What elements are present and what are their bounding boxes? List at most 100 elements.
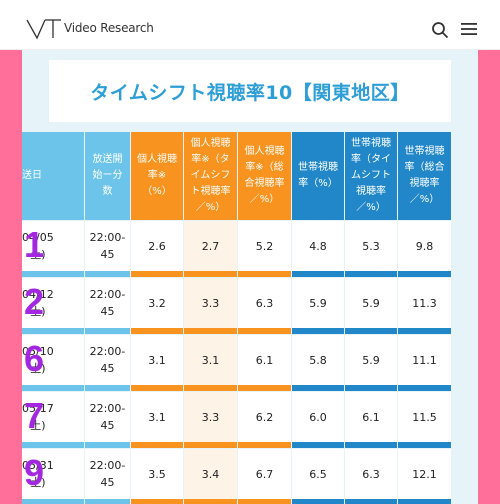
cell-value-v1: 3.5 bbox=[131, 449, 183, 499]
cell-value-v6: 9.8 bbox=[398, 221, 451, 271]
row-divider-bar bbox=[398, 328, 451, 334]
row-divider-bar bbox=[22, 499, 84, 504]
row-divider-bar bbox=[345, 499, 397, 504]
row-divider-bar bbox=[238, 328, 291, 334]
row-divider-bar bbox=[345, 328, 397, 334]
row-divider-bar bbox=[85, 499, 130, 504]
cell-value-v5: 5.9 bbox=[345, 335, 397, 385]
row-divider-bar bbox=[184, 271, 237, 277]
row-divider-bar bbox=[398, 385, 451, 391]
cell-value-v2: 3.1 bbox=[184, 335, 237, 385]
row-divider-bar bbox=[345, 385, 397, 391]
cell-value-v5: 5.3 bbox=[345, 221, 397, 271]
cell-value-v4: 5.8 bbox=[292, 335, 344, 385]
hamburger-menu-icon[interactable] bbox=[460, 21, 478, 37]
row-divider-bar bbox=[131, 499, 183, 504]
row-divider-bar bbox=[398, 271, 451, 277]
brand-name[interactable]: Video Research bbox=[64, 21, 154, 35]
row-divider-bar bbox=[22, 385, 84, 391]
row-divider-bar bbox=[292, 385, 344, 391]
cell-value-v1: 2.6 bbox=[131, 221, 183, 271]
pink-side-border-left bbox=[0, 50, 22, 504]
cell-value-v2: 3.3 bbox=[184, 392, 237, 442]
page-title: タイムシフト視聴率10【関東地区】 bbox=[90, 82, 410, 104]
header-personal-rating: 個人視聴 率※ （%） bbox=[131, 132, 183, 220]
cell-time: 22:00- 45 bbox=[85, 278, 130, 328]
row-divider-bar bbox=[292, 271, 344, 277]
row-divider-bar bbox=[22, 442, 84, 448]
row-divider-bar bbox=[398, 499, 451, 504]
rank-number: 1 bbox=[24, 224, 45, 265]
cell-value-v4: 5.9 bbox=[292, 278, 344, 328]
row-divider-bar bbox=[398, 442, 451, 448]
cell-value-v5: 6.3 bbox=[345, 449, 397, 499]
cell-time: 22:00- 45 bbox=[85, 392, 130, 442]
vr-logo-icon[interactable] bbox=[25, 18, 63, 40]
cell-time: 22:00- 45 bbox=[85, 449, 130, 499]
header-household-rating: 世帯視聴 率（%） bbox=[292, 132, 344, 220]
rank-number: 7 bbox=[24, 395, 45, 436]
row-divider-bar bbox=[131, 442, 183, 448]
cell-value-v6: 12.1 bbox=[398, 449, 451, 499]
cell-value-v1: 3.2 bbox=[131, 278, 183, 328]
row-divider-bar bbox=[85, 385, 130, 391]
rank-number: 9 bbox=[24, 452, 45, 493]
header-broadcast-time: 放送開 始ー分数 bbox=[85, 132, 130, 220]
cell-date: 05/31 土) bbox=[22, 449, 84, 499]
row-divider-bar bbox=[85, 442, 130, 448]
row-divider-bar bbox=[85, 271, 130, 277]
row-divider-bar bbox=[238, 385, 291, 391]
cell-date: 04/12 土) bbox=[22, 278, 84, 328]
row-divider-bar bbox=[184, 328, 237, 334]
cell-value-v5: 5.9 bbox=[345, 278, 397, 328]
cell-value-v6: 11.5 bbox=[398, 392, 451, 442]
cell-value-v3: 6.1 bbox=[238, 335, 291, 385]
cell-value-v2: 3.3 bbox=[184, 278, 237, 328]
pink-side-border-right bbox=[478, 50, 500, 504]
cell-value-v2: 2.7 bbox=[184, 221, 237, 271]
cell-value-v4: 4.8 bbox=[292, 221, 344, 271]
row-divider-bar bbox=[292, 499, 344, 504]
rank-number: 6 bbox=[24, 338, 45, 379]
content-panel: タイムシフト視聴率10【関東地区】 送日 放送開 始ー分数個人視聴 率※ （%） 個人視聴… bbox=[22, 50, 478, 504]
header-household-total: 世帯視聴 率（総合 視聴率 ／%） bbox=[398, 132, 451, 220]
row-divider-bar bbox=[131, 328, 183, 334]
row-divider-bar bbox=[345, 442, 397, 448]
row-divider-bar bbox=[292, 442, 344, 448]
cell-value-v5: 6.1 bbox=[345, 392, 397, 442]
header-personal-timeshift: 個人視聴 率※（タ イムシフ ト視聴率 ／%） bbox=[184, 132, 237, 220]
cell-value-v6: 11.1 bbox=[398, 335, 451, 385]
header-date: 送日 bbox=[22, 132, 84, 220]
row-divider-bar bbox=[184, 499, 237, 504]
row-divider-bar bbox=[131, 271, 183, 277]
table-row: 04/05 土) 22:00- 45 2.6 2.7 5.2 4.8 5.3 9.8 bbox=[22, 221, 478, 277]
cell-value-v1: 3.1 bbox=[131, 392, 183, 442]
table-row: 05/17 土) 22:00- 45 3.1 3.3 6.2 6.0 6.1 11.5 bbox=[22, 392, 478, 448]
table-row: 04/12 土) 22:00- 45 3.2 3.3 6.3 5.9 5.9 11.3 bbox=[22, 278, 478, 334]
cell-date: 05/17 土) bbox=[22, 392, 84, 442]
row-divider-bar bbox=[22, 328, 84, 334]
cell-date: 04/05 土) bbox=[22, 221, 84, 271]
cell-value-v3: 6.7 bbox=[238, 449, 291, 499]
cell-value-v2: 3.4 bbox=[184, 449, 237, 499]
cell-value-v1: 3.1 bbox=[131, 335, 183, 385]
cell-time: 22:00- 45 bbox=[85, 221, 130, 271]
site-header: Video Research bbox=[0, 0, 500, 50]
cell-value-v3: 5.2 bbox=[238, 221, 291, 271]
row-divider-bar bbox=[345, 271, 397, 277]
search-icon[interactable] bbox=[431, 21, 449, 39]
header-household-timeshift: 世帯視聴 率（タイ ムシフト 視聴率 ／%） bbox=[345, 132, 397, 220]
row-divider-bar bbox=[184, 442, 237, 448]
row-divider-bar bbox=[238, 442, 291, 448]
cell-time: 22:00- 45 bbox=[85, 335, 130, 385]
cell-value-v4: 6.0 bbox=[292, 392, 344, 442]
table-row: 05/31 土) 22:00- 45 3.5 3.4 6.7 6.5 6.3 12.1 bbox=[22, 449, 478, 504]
cell-value-v4: 6.5 bbox=[292, 449, 344, 499]
row-divider-bar bbox=[22, 271, 84, 277]
cell-value-v3: 6.2 bbox=[238, 392, 291, 442]
title-box: タイムシフト視聴率10【関東地区】 bbox=[49, 60, 451, 122]
row-divider-bar bbox=[292, 328, 344, 334]
cell-date: 05/10 土) bbox=[22, 335, 84, 385]
row-divider-bar bbox=[184, 385, 237, 391]
cell-value-v3: 6.3 bbox=[238, 278, 291, 328]
